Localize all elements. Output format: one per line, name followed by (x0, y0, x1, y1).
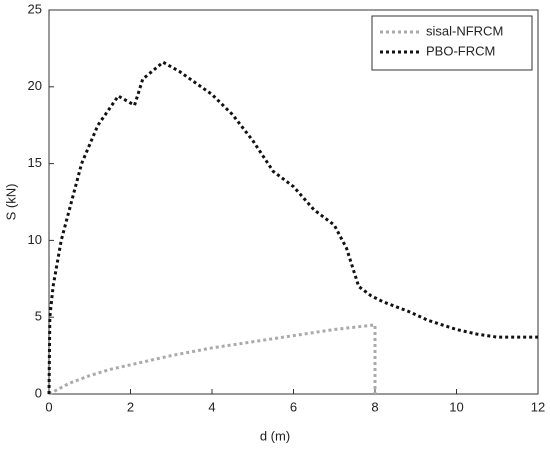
legend-label: PBO-FRCM (426, 43, 495, 58)
data-line (48, 323, 377, 396)
data-line (47, 60, 538, 395)
legend-box (371, 15, 533, 71)
y-tick-label: 10 (28, 232, 42, 247)
x-tick-label: 4 (208, 399, 215, 414)
x-tick-label: 10 (449, 399, 463, 414)
y-axis-label: S (kN) (3, 184, 18, 221)
x-tick-label: 0 (45, 399, 52, 414)
x-axis-label: d (m) (260, 428, 290, 443)
x-tick-label: 8 (371, 399, 378, 414)
y-tick-label: 0 (35, 385, 42, 400)
plot-frame (48, 9, 539, 395)
x-tick-label: 6 (290, 399, 297, 414)
x-tick-label: 12 (531, 399, 545, 414)
x-tick-label: 2 (127, 399, 134, 414)
y-tick-label: 15 (28, 155, 42, 170)
y-tick-label: 20 (28, 78, 42, 93)
legend-label: sisal-NFRCM (426, 23, 503, 38)
y-tick-label: 5 (35, 309, 42, 324)
y-tick-label: 25 (28, 1, 42, 16)
